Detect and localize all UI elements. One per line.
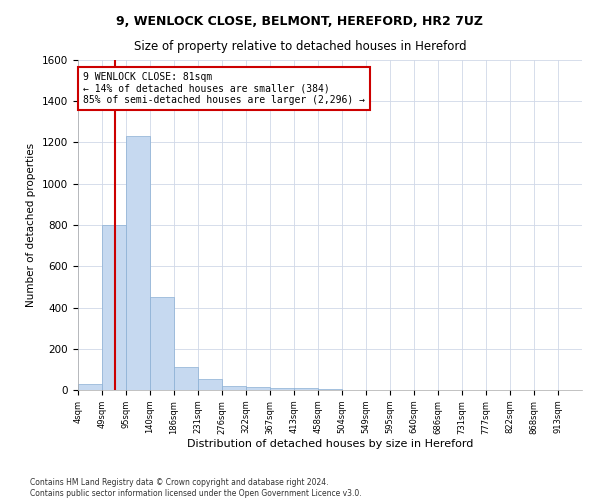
Text: 9, WENLOCK CLOSE, BELMONT, HEREFORD, HR2 7UZ: 9, WENLOCK CLOSE, BELMONT, HEREFORD, HR2… xyxy=(116,15,484,28)
Bar xyxy=(294,388,318,390)
Y-axis label: Number of detached properties: Number of detached properties xyxy=(26,143,37,307)
Text: Contains HM Land Registry data © Crown copyright and database right 2024.
Contai: Contains HM Land Registry data © Crown c… xyxy=(30,478,362,498)
Bar xyxy=(198,378,222,390)
X-axis label: Distribution of detached houses by size in Hereford: Distribution of detached houses by size … xyxy=(187,440,473,450)
Bar xyxy=(222,386,246,390)
Bar xyxy=(318,389,342,390)
Bar xyxy=(150,297,174,390)
Bar xyxy=(126,136,150,390)
Text: Size of property relative to detached houses in Hereford: Size of property relative to detached ho… xyxy=(134,40,466,53)
Bar xyxy=(246,387,270,390)
Bar xyxy=(174,368,198,390)
Bar xyxy=(78,384,102,390)
Bar xyxy=(270,388,294,390)
Bar xyxy=(102,225,126,390)
Text: 9 WENLOCK CLOSE: 81sqm
← 14% of detached houses are smaller (384)
85% of semi-de: 9 WENLOCK CLOSE: 81sqm ← 14% of detached… xyxy=(83,72,365,105)
